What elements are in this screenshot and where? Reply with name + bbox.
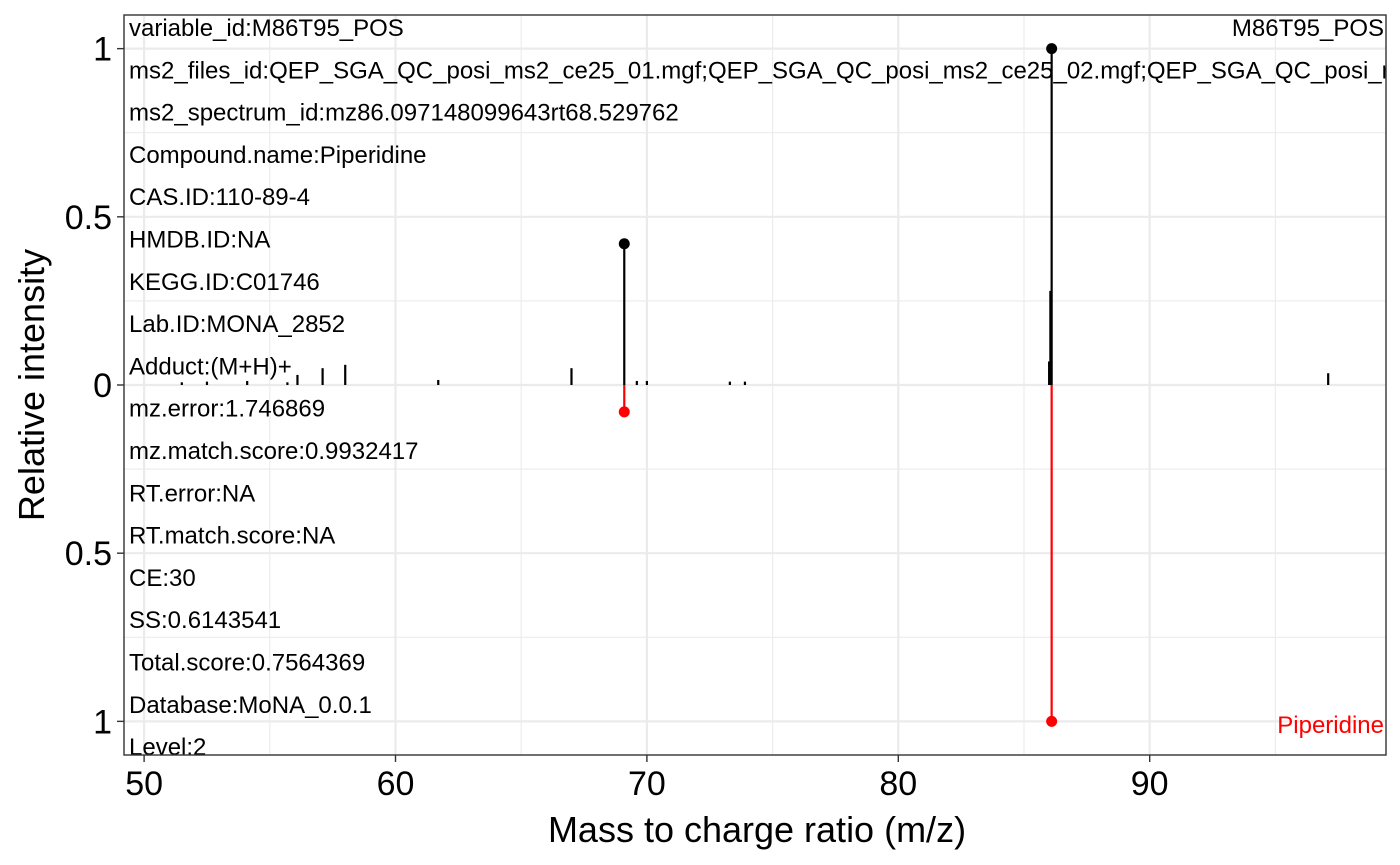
library-peak-point [618, 406, 630, 418]
x-axis-title: Mass to charge ratio (m/z) [548, 809, 966, 850]
x-tick-label: 50 [125, 765, 163, 803]
y-axis-title: Relative intensity [11, 249, 52, 521]
axes: 50 60 70 80 90 1 0.5 0 0.5 1 [65, 31, 1169, 803]
experimental-peak-point [618, 238, 630, 250]
info-line: SS:0.6143541 [129, 607, 281, 634]
spectrum-peaks [180, 43, 1330, 727]
y-tick-label: 0.5 [65, 535, 112, 573]
info-line: HMDB.ID:NA [129, 227, 270, 254]
info-line: Level:2 [129, 734, 206, 761]
experimental-peak-point [1046, 43, 1058, 55]
info-line: CAS.ID:110-89-4 [129, 184, 310, 211]
info-line: mz.error:1.746869 [129, 396, 325, 423]
x-tick-label: 80 [879, 765, 917, 803]
experimental-spectrum-label: M86T95_POS [1232, 15, 1384, 42]
library-peak-point [1046, 715, 1058, 727]
library-spectrum-label: Piperidine [1277, 712, 1384, 739]
x-tick-label: 90 [1131, 765, 1169, 803]
x-tick-label: 70 [628, 765, 666, 803]
info-line: Adduct:(M+H)+ [129, 353, 292, 380]
annotation-text: variable_id:M86T95_POS ms2_files_id:QEP_S… [129, 15, 1400, 761]
info-line: Total.score:0.7564369 [129, 650, 365, 677]
y-tick-label: 1 [93, 31, 112, 69]
info-line: ms2_files_id:QEP_SGA_QC_posi_ms2_ce25_01… [129, 57, 1400, 84]
info-line: Compound.name:Piperidine [129, 142, 427, 169]
info-line: RT.error:NA [129, 480, 255, 507]
info-line: KEGG.ID:C01746 [129, 269, 320, 296]
gridlines [124, 15, 1386, 755]
info-line: CE:30 [129, 565, 196, 592]
info-line: mz.match.score:0.9932417 [129, 438, 419, 465]
info-line: variable_id:M86T95_POS [129, 15, 404, 42]
y-tick-label: 0.5 [65, 199, 112, 237]
info-line: Database:MoNA_0.0.1 [129, 692, 372, 719]
y-tick-label: 0 [93, 367, 112, 405]
x-tick-label: 60 [377, 765, 415, 803]
info-line: RT.match.score:NA [129, 523, 335, 550]
y-tick-label: 1 [93, 703, 112, 741]
info-line: ms2_spectrum_id:mz86.097148099643rt68.52… [129, 100, 679, 127]
info-line: Lab.ID:MONA_2852 [129, 311, 345, 338]
